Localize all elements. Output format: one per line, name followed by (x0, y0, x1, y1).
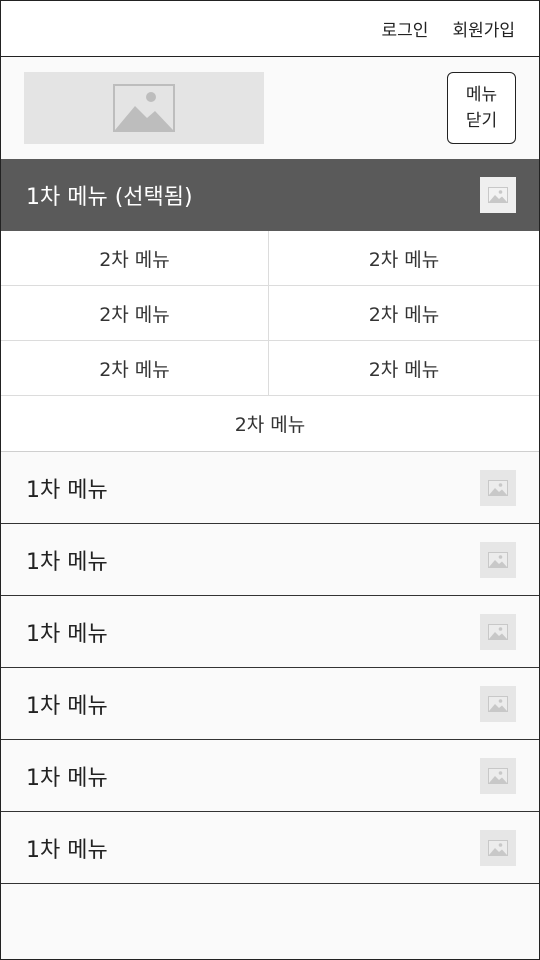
primary-menu-item[interactable]: 1차 메뉴 (1, 668, 539, 740)
primary-menu-item[interactable]: 1차 메뉴 (1, 452, 539, 524)
primary-menu-label: 1차 메뉴 (26, 837, 108, 863)
submenu-item[interactable]: 2차 메뉴 (1, 341, 269, 396)
submenu-item[interactable]: 2차 메뉴 (1, 286, 269, 341)
primary-menu-label: 1차 메뉴 (26, 477, 108, 503)
submenu-item[interactable]: 2차 메뉴 (1, 396, 539, 452)
primary-menu-selected[interactable]: 1차 메뉴 (선택됨) (1, 159, 539, 231)
close-menu-button[interactable]: 메뉴 닫기 (447, 72, 516, 144)
submenu-grid: 2차 메뉴 2차 메뉴 2차 메뉴 2차 메뉴 2차 메뉴 2차 메뉴 2차 메… (1, 231, 539, 452)
image-placeholder-icon (488, 767, 508, 784)
image-placeholder-icon (488, 551, 508, 568)
submenu-item[interactable]: 2차 메뉴 (1, 231, 269, 286)
primary-menu-label: 1차 메뉴 (26, 621, 108, 647)
primary-menu-label: 1차 메뉴 (선택됨) (26, 185, 193, 210)
submenu-item[interactable]: 2차 메뉴 (269, 231, 539, 286)
primary-menu-label: 1차 메뉴 (26, 549, 108, 575)
menu-thumbnail (480, 685, 516, 722)
close-menu-label-line1: 메뉴 (465, 84, 498, 105)
primary-menu-label: 1차 메뉴 (26, 765, 108, 791)
image-placeholder-icon (488, 839, 508, 856)
primary-menu-item[interactable]: 1차 메뉴 (1, 596, 539, 668)
login-link[interactable]: 로그인 (381, 21, 429, 41)
primary-menu-item[interactable]: 1차 메뉴 (1, 740, 539, 812)
menu-thumbnail (480, 177, 516, 213)
primary-menu-item[interactable]: 1차 메뉴 (1, 524, 539, 596)
primary-menu-item[interactable]: 1차 메뉴 (1, 812, 539, 884)
close-menu-label-line2: 닫기 (465, 111, 498, 131)
image-placeholder-icon (488, 187, 508, 203)
menu-thumbnail (480, 469, 516, 506)
menu-thumbnail (480, 541, 516, 578)
image-placeholder-icon (488, 695, 508, 712)
logo[interactable] (24, 72, 264, 144)
menu-thumbnail (480, 613, 516, 650)
top-bar: 로그인 회원가입 (1, 1, 539, 57)
submenu-item[interactable]: 2차 메뉴 (269, 341, 539, 396)
image-placeholder-icon (488, 479, 508, 496)
menu-header: 메뉴 닫기 (1, 57, 539, 159)
image-placeholder-icon (488, 623, 508, 640)
menu-thumbnail (480, 757, 516, 794)
primary-menu-label: 1차 메뉴 (26, 693, 108, 719)
signup-link[interactable]: 회원가입 (452, 21, 515, 41)
menu-thumbnail (480, 829, 516, 866)
image-placeholder-icon (113, 84, 175, 132)
submenu-item[interactable]: 2차 메뉴 (269, 286, 539, 341)
